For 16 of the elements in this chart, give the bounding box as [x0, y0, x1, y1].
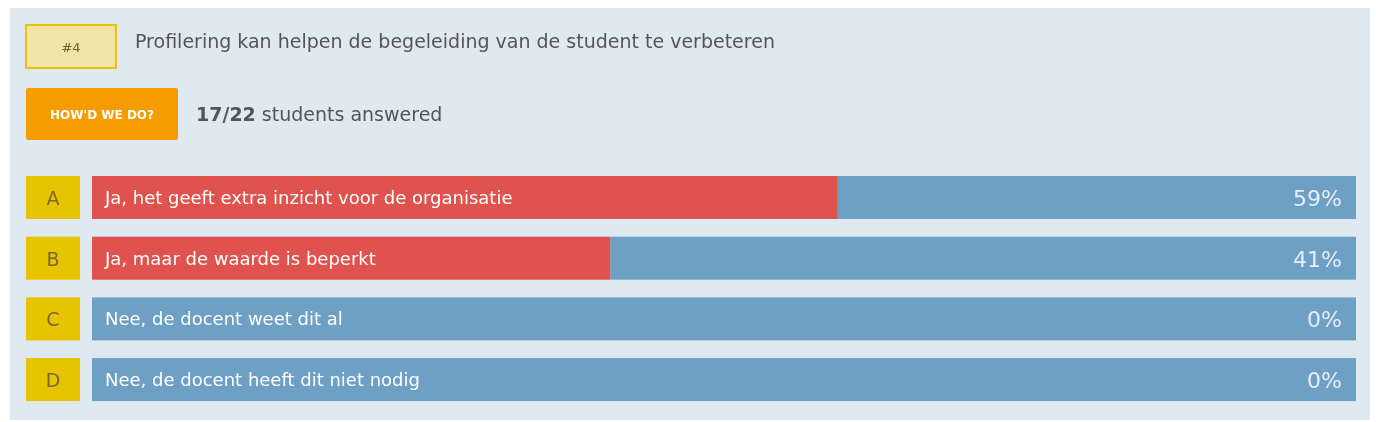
letter-box: A: [26, 176, 80, 219]
letter-box: D: [26, 358, 80, 402]
y-tick-label: Ja, maar de waarde is beperkt: [104, 247, 376, 269]
data-label: 41%: [1293, 246, 1342, 272]
y-tick-label: Nee, de docent weet dit al: [105, 308, 343, 330]
data-label: 59%: [1293, 186, 1342, 211]
chart-subtitle: 17/22 students answered: [196, 103, 443, 125]
tag-box: #4: [25, 24, 117, 69]
button: HOW'D WE DO?: [26, 88, 178, 140]
data-label: 0%: [1307, 307, 1342, 333]
letter-box: C: [26, 297, 80, 341]
data-label: 0%: [1307, 368, 1342, 394]
y-tick-label: Ja, het geeft extra inzicht voor de organisatie: [104, 187, 513, 208]
chart-title: Profilering kan helpen de begeleiding van de student te verbeteren: [135, 30, 775, 52]
y-tick-label: Nee, de docent heeft dit niet nodig: [105, 369, 420, 391]
letter-box: B: [26, 236, 80, 280]
